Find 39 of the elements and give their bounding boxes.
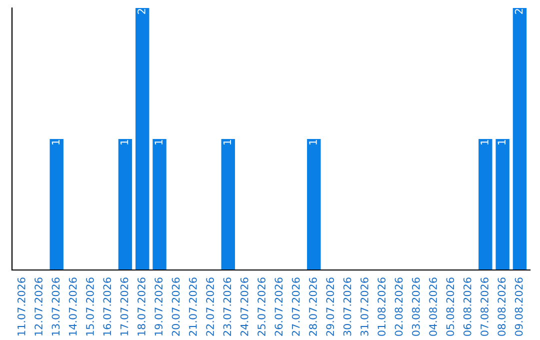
x-tick-label: 26.07.2026 (274, 278, 283, 336)
x-tick-label: 28.07.2026 (309, 278, 317, 336)
x-tick-label: 07.08.2026 (480, 278, 488, 336)
x-tick-label: 06.08.2026 (463, 278, 472, 336)
data-label: 2 (514, 9, 523, 14)
x-tick-label: 16.07.2026 (103, 278, 112, 336)
data-label: 1 (120, 140, 128, 144)
x-tick-label: 13.07.2026 (52, 278, 60, 336)
x-tick-label: 29.07.2026 (326, 278, 334, 336)
x-tick-label: 04.08.2026 (429, 278, 437, 336)
data-label: 1 (498, 140, 506, 144)
x-tick-label: 02.08.2026 (394, 278, 403, 336)
x-tick-label: 14.07.2026 (68, 278, 77, 336)
x-tick-label: 17.07.2026 (120, 278, 128, 336)
x-tick-label: 09.08.2026 (514, 278, 523, 336)
x-tick-label: 27.07.2026 (292, 278, 300, 336)
x-tick-label: 30.07.2026 (343, 278, 352, 336)
x-tick-label: 05.08.2026 (446, 278, 454, 336)
data-label: 1 (223, 140, 231, 144)
data-label: 1 (154, 140, 162, 144)
x-tick-label: 12.07.2026 (34, 278, 42, 336)
x-tick-label: 01.08.2026 (378, 278, 386, 336)
x-tick-label: 19.07.2026 (154, 278, 163, 336)
x-tick-label: 24.07.2026 (240, 278, 248, 336)
x-tick-label: 03.08.2026 (412, 278, 420, 336)
x-tick-label: 11.07.2026 (17, 278, 26, 336)
x-tick-label: 31.07.2026 (360, 278, 368, 336)
data-label: 2 (138, 9, 146, 14)
x-tick-label: 15.07.2026 (86, 278, 94, 336)
data-label: 1 (52, 140, 60, 144)
x-tick-label: 21.07.2026 (188, 278, 197, 336)
data-label: 1 (309, 140, 317, 144)
x-tick-label: 08.08.2026 (498, 278, 506, 336)
x-tick-label: 23.07.2026 (223, 278, 232, 336)
data-label: 1 (480, 140, 488, 144)
x-tick-label: 18.07.2026 (138, 278, 146, 336)
x-tick-label: 25.07.2026 (258, 278, 266, 336)
x-tick-label: 22.07.2026 (206, 278, 214, 336)
x-tick-label: 20.07.2026 (172, 278, 180, 336)
